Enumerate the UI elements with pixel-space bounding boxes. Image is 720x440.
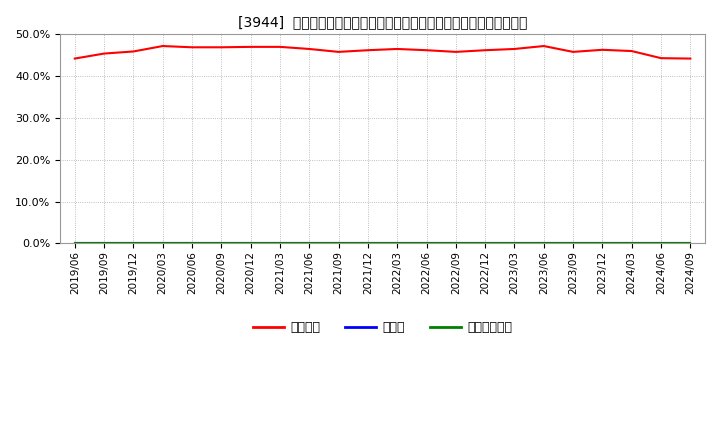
のれん [246,241,255,246]
のれん [100,241,109,246]
自己資本 [539,44,548,49]
自己資本 [276,44,284,50]
自己資本 [158,44,167,49]
繰延税金資産 [71,241,79,246]
自己資本 [481,48,490,53]
自己資本 [627,48,636,54]
自己資本 [71,56,79,61]
のれん [71,241,79,246]
Line: 自己資本: 自己資本 [75,46,690,59]
のれん [686,241,695,246]
自己資本 [686,56,695,61]
のれん [451,241,460,246]
繰延税金資産 [100,241,109,246]
のれん [334,241,343,246]
繰延税金資産 [188,241,197,246]
自己資本 [657,55,665,61]
自己資本 [334,49,343,55]
繰延税金資産 [451,241,460,246]
自己資本 [364,48,372,53]
のれん [129,241,138,246]
繰延税金資産 [217,241,225,246]
Legend: 自己資本, のれん, 繰延税金資産: 自己資本, のれん, 繰延税金資産 [248,316,518,340]
自己資本 [217,44,225,50]
繰延税金資産 [334,241,343,246]
自己資本 [100,51,109,56]
のれん [481,241,490,246]
繰延税金資産 [627,241,636,246]
繰延税金資産 [598,241,607,246]
のれん [598,241,607,246]
自己資本 [246,44,255,50]
繰延税金資産 [129,241,138,246]
自己資本 [305,46,314,51]
のれん [569,241,577,246]
のれん [627,241,636,246]
Title: [3944]  自己資本、のれん、繰延税金資産の総資産に対する比率の推移: [3944] 自己資本、のれん、繰延税金資産の総資産に対する比率の推移 [238,15,527,29]
のれん [276,241,284,246]
のれん [364,241,372,246]
自己資本 [510,46,519,51]
のれん [158,241,167,246]
自己資本 [598,47,607,52]
繰延税金資産 [305,241,314,246]
自己資本 [188,44,197,50]
繰延税金資産 [539,241,548,246]
繰延税金資産 [686,241,695,246]
自己資本 [451,49,460,55]
のれん [422,241,431,246]
繰延税金資産 [510,241,519,246]
のれん [657,241,665,246]
繰延税金資産 [481,241,490,246]
繰延税金資産 [364,241,372,246]
繰延税金資産 [246,241,255,246]
繰延税金資産 [422,241,431,246]
のれん [539,241,548,246]
のれん [393,241,402,246]
のれん [305,241,314,246]
繰延税金資産 [276,241,284,246]
自己資本 [393,46,402,51]
自己資本 [129,49,138,54]
繰延税金資産 [158,241,167,246]
自己資本 [569,49,577,55]
繰延税金資産 [393,241,402,246]
のれん [217,241,225,246]
のれん [188,241,197,246]
自己資本 [422,48,431,53]
のれん [510,241,519,246]
繰延税金資産 [569,241,577,246]
繰延税金資産 [657,241,665,246]
